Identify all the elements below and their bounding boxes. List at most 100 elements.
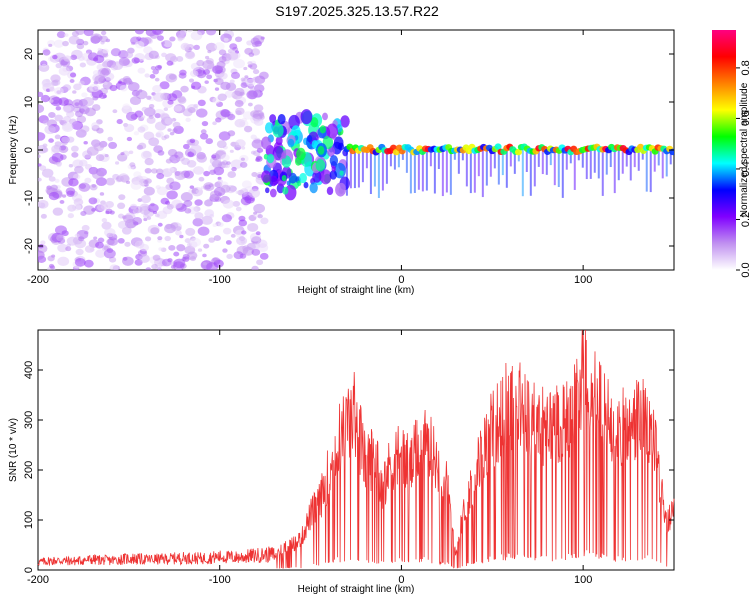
- spectrogram-y-tick-label: -10: [23, 190, 35, 206]
- spectrogram-blob: [196, 59, 205, 67]
- spectrogram-blob: [58, 145, 69, 154]
- spectrogram-blob: [152, 69, 159, 75]
- spectrogram-blob: [207, 50, 212, 54]
- spectrogram-blob: [193, 103, 199, 108]
- spectrogram-blob: [56, 162, 62, 167]
- spectrogram-blob: [84, 230, 89, 235]
- spectrogram-blob: [78, 55, 85, 61]
- colorbar-tick-label: 0.6: [740, 111, 750, 126]
- spectrogram-blob: [173, 105, 183, 112]
- spectrogram-blob: [177, 95, 186, 103]
- snr-data-point: [573, 374, 574, 375]
- spectrogram-blob: [265, 187, 270, 194]
- spectrogram-blob: [74, 233, 80, 238]
- spectrogram-streak: [537, 150, 540, 167]
- spectrogram-blob: [204, 80, 209, 84]
- spectrogram-blob: [235, 206, 242, 212]
- spectrogram-blob: [48, 176, 56, 182]
- spectrogram-blob: [95, 241, 104, 249]
- spectrogram-blob: [269, 114, 277, 124]
- snr-data-point: [419, 419, 420, 420]
- colorbar: 0.0 0.2 0.4 0.6 0.8 Normalized spectral ampl…: [712, 30, 750, 278]
- spectrogram-blob: [48, 43, 53, 47]
- spectrogram-streak: [645, 150, 648, 192]
- spectrogram-blob: [133, 131, 140, 136]
- spectrogram-blob: [240, 157, 245, 161]
- spectrogram-blob: [261, 170, 271, 183]
- spectrogram-blob: [235, 36, 243, 43]
- spectrogram-x-tick-label: 100: [574, 274, 592, 286]
- snr-data-point: [474, 459, 475, 460]
- spectrogram-blob: [134, 30, 145, 35]
- spectrogram-blob: [206, 74, 213, 80]
- snr-panel: -200 -100 0 100 0 100 200 300 400 Height of stra…: [8, 329, 675, 595]
- spectrogram-blob: [315, 159, 326, 172]
- colorbar-ticks: 0.0 0.2 0.4 0.6 0.8: [736, 60, 750, 278]
- spectrogram-blob: [42, 119, 49, 125]
- spectrogram-blob: [143, 36, 152, 44]
- spectrogram-blob: [202, 60, 215, 70]
- spectrogram-blob: [39, 165, 47, 171]
- spectrogram-blob: [169, 181, 181, 191]
- spectrogram-blob: [233, 58, 245, 69]
- spectrogram-blob: [222, 248, 228, 253]
- spectrogram-blob: [190, 144, 202, 154]
- snr-x-tick-label: -200: [27, 574, 49, 586]
- spectrogram-blob: [83, 259, 94, 268]
- spectrogram-blob: [257, 239, 268, 248]
- spectrogram-blob: [309, 182, 318, 194]
- spectrogram-blob: [142, 150, 152, 158]
- spectrogram-blob: [178, 174, 185, 179]
- spectrogram-streak: [409, 150, 412, 194]
- snr-series-line: [37, 329, 675, 569]
- spectrogram-blob: [151, 168, 158, 174]
- spectrogram-streak: [641, 150, 644, 160]
- spectrogram-streak: [581, 150, 584, 168]
- spectrogram-blob: [164, 134, 170, 139]
- spectrogram-blob: [75, 248, 84, 256]
- spectrogram-blob: [155, 132, 162, 138]
- spectrogram-blob: [183, 170, 194, 179]
- spectrogram-blob: [248, 188, 261, 198]
- spectrogram-blob: [137, 67, 146, 74]
- snr-data-point: [592, 359, 593, 360]
- spectrogram-blob: [53, 39, 64, 48]
- spectrogram-blob: [189, 185, 195, 190]
- spectrogram-blob: [255, 231, 261, 236]
- spectrogram-blob: [146, 116, 156, 124]
- spectrogram-blob: [236, 236, 248, 246]
- spectrogram-blob: [99, 192, 105, 196]
- spectrogram-blob: [80, 211, 87, 217]
- spectrogram-blob: [154, 121, 167, 131]
- spectrogram-blob: [214, 42, 225, 51]
- spectrogram-blob: [183, 143, 190, 150]
- spectrogram-streak: [469, 150, 472, 194]
- snr-data-point: [165, 559, 166, 560]
- spectrogram-blob: [68, 35, 80, 45]
- spectrogram-streak: [449, 150, 452, 195]
- spectrogram-blob: [135, 175, 143, 181]
- spectrogram-blob: [312, 170, 322, 183]
- snr-data-point: [292, 539, 293, 540]
- spectrogram-blob: [167, 99, 174, 105]
- spectrogram-blob: [209, 169, 216, 175]
- spectrogram-streak: [597, 150, 600, 179]
- spectrogram-blob: [74, 257, 86, 267]
- snr-data-point: [74, 561, 75, 562]
- spectrogram-blob: [170, 55, 178, 63]
- spectrogram-blob: [243, 66, 248, 71]
- spectrogram-streak: [369, 150, 372, 195]
- spectrogram-blob: [175, 56, 184, 62]
- spectrogram-streak: [545, 150, 548, 175]
- spectrogram-blob: [56, 31, 66, 39]
- spectrogram-blob: [38, 132, 46, 141]
- spectrogram-streak: [445, 150, 448, 193]
- spectrogram-blob: [70, 54, 78, 61]
- spectrogram-streak: [649, 150, 652, 193]
- spectrogram-blob: [143, 179, 149, 185]
- spectrogram-streak: [589, 150, 592, 179]
- spectrogram-blob: [161, 258, 172, 267]
- spectrogram-blob: [240, 82, 248, 88]
- spectrogram-blob: [164, 117, 174, 125]
- spectrogram-streak: [637, 150, 640, 171]
